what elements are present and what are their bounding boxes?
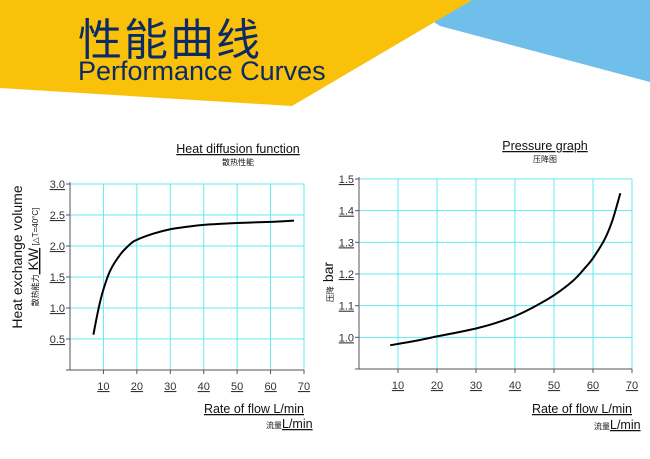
x-tick-label: 30: [470, 380, 482, 392]
y-tick-label: 1.0: [339, 332, 354, 344]
x-tick-label: 30: [164, 381, 176, 393]
x-axis-sublabel-cn: 流量: [594, 421, 610, 431]
y-tick-label: 2.5: [50, 210, 65, 222]
y-tick-label: 1.5: [339, 174, 354, 186]
x-axis-sublabel-cn: 流量: [266, 420, 282, 430]
x-tick-label: 60: [587, 380, 599, 392]
chart-subtitle: 压降图: [533, 154, 557, 164]
y-axis-label: 压降 bar: [320, 262, 336, 302]
blue-band: [400, 0, 650, 82]
y-tick-label: 1.2: [339, 269, 354, 281]
x-tick-label: 10: [97, 381, 109, 393]
y-tick-label: 1.3: [339, 237, 354, 249]
y-axis-sublabel-part: [△T=40°C]: [31, 208, 40, 248]
data-series-line: [92, 219, 295, 335]
x-tick-label: 20: [131, 381, 143, 393]
x-axis-label: Rate of flow L/min: [532, 402, 632, 416]
y-tick-label: 2.0: [50, 241, 65, 253]
x-axis-label: Rate of flow L/min: [204, 402, 304, 416]
x-tick-label: 70: [298, 381, 310, 393]
y-axis-sublabel-part: KW: [25, 247, 41, 274]
y-axis-sublabel-part: 散热能力: [30, 274, 40, 306]
yellow-band: [0, 0, 472, 106]
x-tick-label: 70: [626, 380, 638, 392]
x-tick-label: 50: [548, 380, 560, 392]
y-tick-label: 1.4: [339, 206, 354, 218]
x-tick-label: 40: [198, 381, 210, 393]
data-series-line: [390, 192, 622, 347]
x-tick-label: 40: [509, 380, 521, 392]
x-tick-label: 20: [431, 380, 443, 392]
chart-title: Heat diffusion function: [176, 142, 300, 156]
page-title-cn: 性能曲线: [78, 15, 262, 66]
x-tick-label: 60: [264, 381, 276, 393]
y-axis-label-part: bar: [320, 262, 336, 286]
chart-title: Pressure graph: [502, 139, 588, 153]
y-tick-label: 1.5: [50, 272, 65, 284]
y-tick-label: 1.0: [50, 303, 65, 315]
page-title-en: Performance Curves: [78, 56, 326, 86]
y-tick-label: 0.5: [50, 334, 65, 346]
y-axis-label: Heat exchange volume: [9, 185, 25, 328]
y-axis-label-part: 压降: [325, 286, 335, 302]
y-tick-label: 1.1: [339, 301, 354, 313]
y-axis-sublabel: 散热能力 KW [△T=40°C]: [25, 208, 41, 307]
x-tick-label: 50: [231, 381, 243, 393]
x-axis-sublabel-unit: L/min: [610, 418, 641, 432]
x-tick-label: 10: [392, 380, 404, 392]
chart-subtitle: 散热性能: [222, 157, 254, 167]
y-tick-label: 3.0: [50, 179, 65, 191]
x-axis-sublabel-unit: L/min: [282, 417, 313, 431]
